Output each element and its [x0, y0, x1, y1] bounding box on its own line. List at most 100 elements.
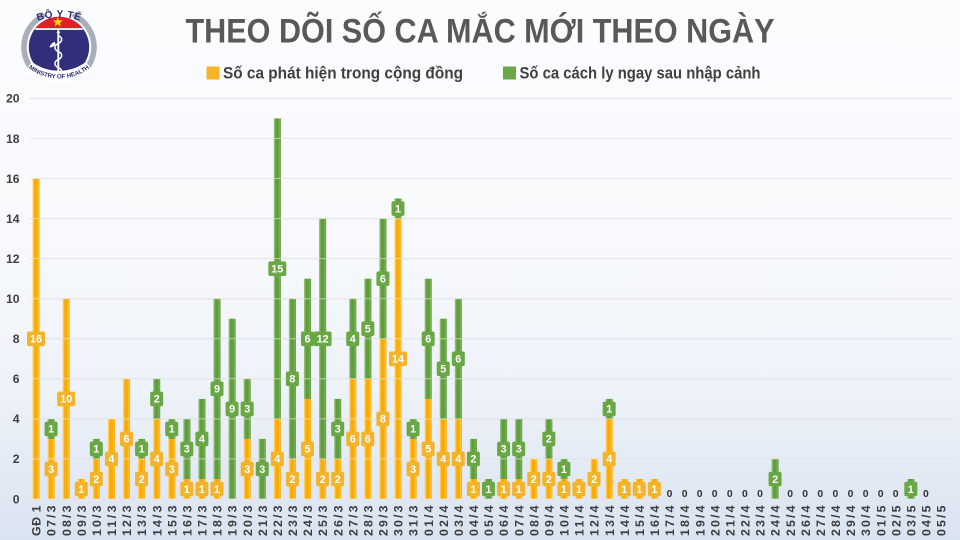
- svg-text:4: 4: [13, 412, 20, 426]
- svg-text:25/3: 25/3: [316, 505, 330, 536]
- svg-text:Số ca phát hiện trong cộng đồn: Số ca phát hiện trong cộng đồng: [223, 65, 463, 83]
- svg-text:0: 0: [878, 489, 884, 500]
- svg-text:04/5: 04/5: [920, 505, 934, 536]
- svg-text:0: 0: [833, 489, 839, 500]
- svg-text:0: 0: [757, 489, 763, 500]
- svg-text:6: 6: [365, 434, 371, 446]
- svg-text:2: 2: [154, 394, 160, 406]
- svg-text:07/4: 07/4: [512, 505, 526, 536]
- svg-text:5: 5: [365, 324, 371, 336]
- svg-text:3: 3: [169, 464, 175, 476]
- svg-text:1: 1: [169, 424, 175, 436]
- svg-text:0: 0: [848, 489, 854, 500]
- svg-text:1: 1: [48, 424, 54, 436]
- svg-text:1: 1: [184, 484, 190, 496]
- svg-text:2: 2: [546, 474, 552, 486]
- svg-text:1: 1: [516, 484, 522, 496]
- svg-text:2: 2: [591, 474, 597, 486]
- svg-text:22/4: 22/4: [739, 505, 753, 536]
- svg-text:1: 1: [485, 484, 491, 496]
- svg-text:17/4: 17/4: [663, 505, 677, 536]
- svg-text:18/4: 18/4: [678, 505, 692, 536]
- svg-text:4: 4: [199, 434, 205, 446]
- svg-text:01/5: 01/5: [874, 505, 888, 536]
- svg-text:9: 9: [229, 404, 235, 416]
- svg-text:1: 1: [576, 484, 582, 496]
- svg-text:8: 8: [13, 332, 20, 346]
- svg-text:03/4: 03/4: [452, 505, 466, 536]
- svg-text:0: 0: [817, 489, 823, 500]
- svg-text:2: 2: [470, 454, 476, 466]
- svg-text:1: 1: [395, 203, 401, 215]
- svg-text:09/3: 09/3: [75, 505, 89, 536]
- svg-text:5: 5: [440, 364, 446, 376]
- svg-text:14: 14: [392, 354, 404, 366]
- svg-text:1: 1: [199, 484, 205, 496]
- svg-text:23/4: 23/4: [754, 505, 768, 536]
- svg-text:05/5: 05/5: [935, 505, 949, 536]
- svg-text:1: 1: [908, 484, 914, 496]
- svg-text:1: 1: [636, 484, 642, 496]
- svg-text:1: 1: [561, 484, 567, 496]
- svg-text:4: 4: [154, 454, 160, 466]
- svg-text:14: 14: [6, 212, 20, 226]
- svg-text:10: 10: [60, 394, 72, 406]
- svg-text:0: 0: [682, 489, 688, 500]
- svg-text:5: 5: [425, 444, 431, 456]
- svg-text:15/3: 15/3: [165, 505, 179, 536]
- svg-text:13/4: 13/4: [603, 505, 617, 536]
- svg-text:16: 16: [6, 172, 20, 186]
- svg-text:4: 4: [606, 454, 612, 466]
- svg-text:19/3: 19/3: [226, 505, 240, 536]
- svg-text:13/3: 13/3: [135, 505, 149, 536]
- svg-text:6: 6: [350, 434, 356, 446]
- svg-text:26/3: 26/3: [331, 505, 345, 536]
- svg-text:3: 3: [48, 464, 54, 476]
- svg-text:3: 3: [335, 424, 341, 436]
- svg-text:2: 2: [772, 474, 778, 486]
- svg-text:24/3: 24/3: [301, 505, 315, 536]
- svg-text:18: 18: [6, 132, 20, 146]
- svg-text:10/3: 10/3: [90, 505, 104, 536]
- svg-text:0: 0: [923, 489, 929, 500]
- svg-text:09/4: 09/4: [542, 505, 556, 536]
- svg-text:3: 3: [244, 404, 250, 416]
- svg-text:30/4: 30/4: [859, 505, 873, 536]
- svg-text:03/5: 03/5: [904, 505, 918, 536]
- svg-text:01/4: 01/4: [422, 505, 436, 536]
- svg-text:2: 2: [139, 474, 145, 486]
- svg-text:BỘ Y TẾ: BỘ Y TẾ: [35, 7, 83, 23]
- svg-text:9: 9: [214, 384, 220, 396]
- svg-text:1: 1: [139, 444, 145, 456]
- svg-text:0: 0: [667, 489, 673, 500]
- svg-text:19/4: 19/4: [693, 505, 707, 536]
- svg-text:10/4: 10/4: [558, 505, 572, 536]
- svg-text:28/3: 28/3: [361, 505, 375, 536]
- svg-text:1: 1: [621, 484, 627, 496]
- svg-text:11/4: 11/4: [573, 505, 587, 536]
- svg-text:0: 0: [712, 489, 718, 500]
- svg-text:12/4: 12/4: [588, 505, 602, 536]
- svg-text:3: 3: [184, 444, 190, 456]
- svg-text:07/3: 07/3: [45, 505, 59, 536]
- svg-text:12: 12: [317, 334, 329, 346]
- svg-text:4: 4: [455, 454, 461, 466]
- svg-text:0: 0: [727, 489, 733, 500]
- svg-text:04/4: 04/4: [467, 505, 481, 536]
- svg-text:31/3: 31/3: [407, 505, 421, 536]
- svg-text:1: 1: [78, 484, 84, 496]
- svg-text:1: 1: [501, 484, 507, 496]
- svg-text:27/4: 27/4: [814, 505, 828, 536]
- svg-text:2: 2: [93, 474, 99, 486]
- svg-text:2: 2: [546, 434, 552, 446]
- svg-text:05/4: 05/4: [482, 505, 496, 536]
- svg-text:21/4: 21/4: [723, 505, 737, 536]
- svg-text:20/4: 20/4: [708, 505, 722, 536]
- svg-text:27/3: 27/3: [346, 505, 360, 536]
- svg-text:4: 4: [108, 454, 114, 466]
- svg-text:0: 0: [787, 489, 793, 500]
- svg-text:3: 3: [259, 464, 265, 476]
- svg-text:0: 0: [893, 489, 899, 500]
- svg-text:14/3: 14/3: [150, 505, 164, 536]
- svg-text:08/4: 08/4: [527, 505, 541, 536]
